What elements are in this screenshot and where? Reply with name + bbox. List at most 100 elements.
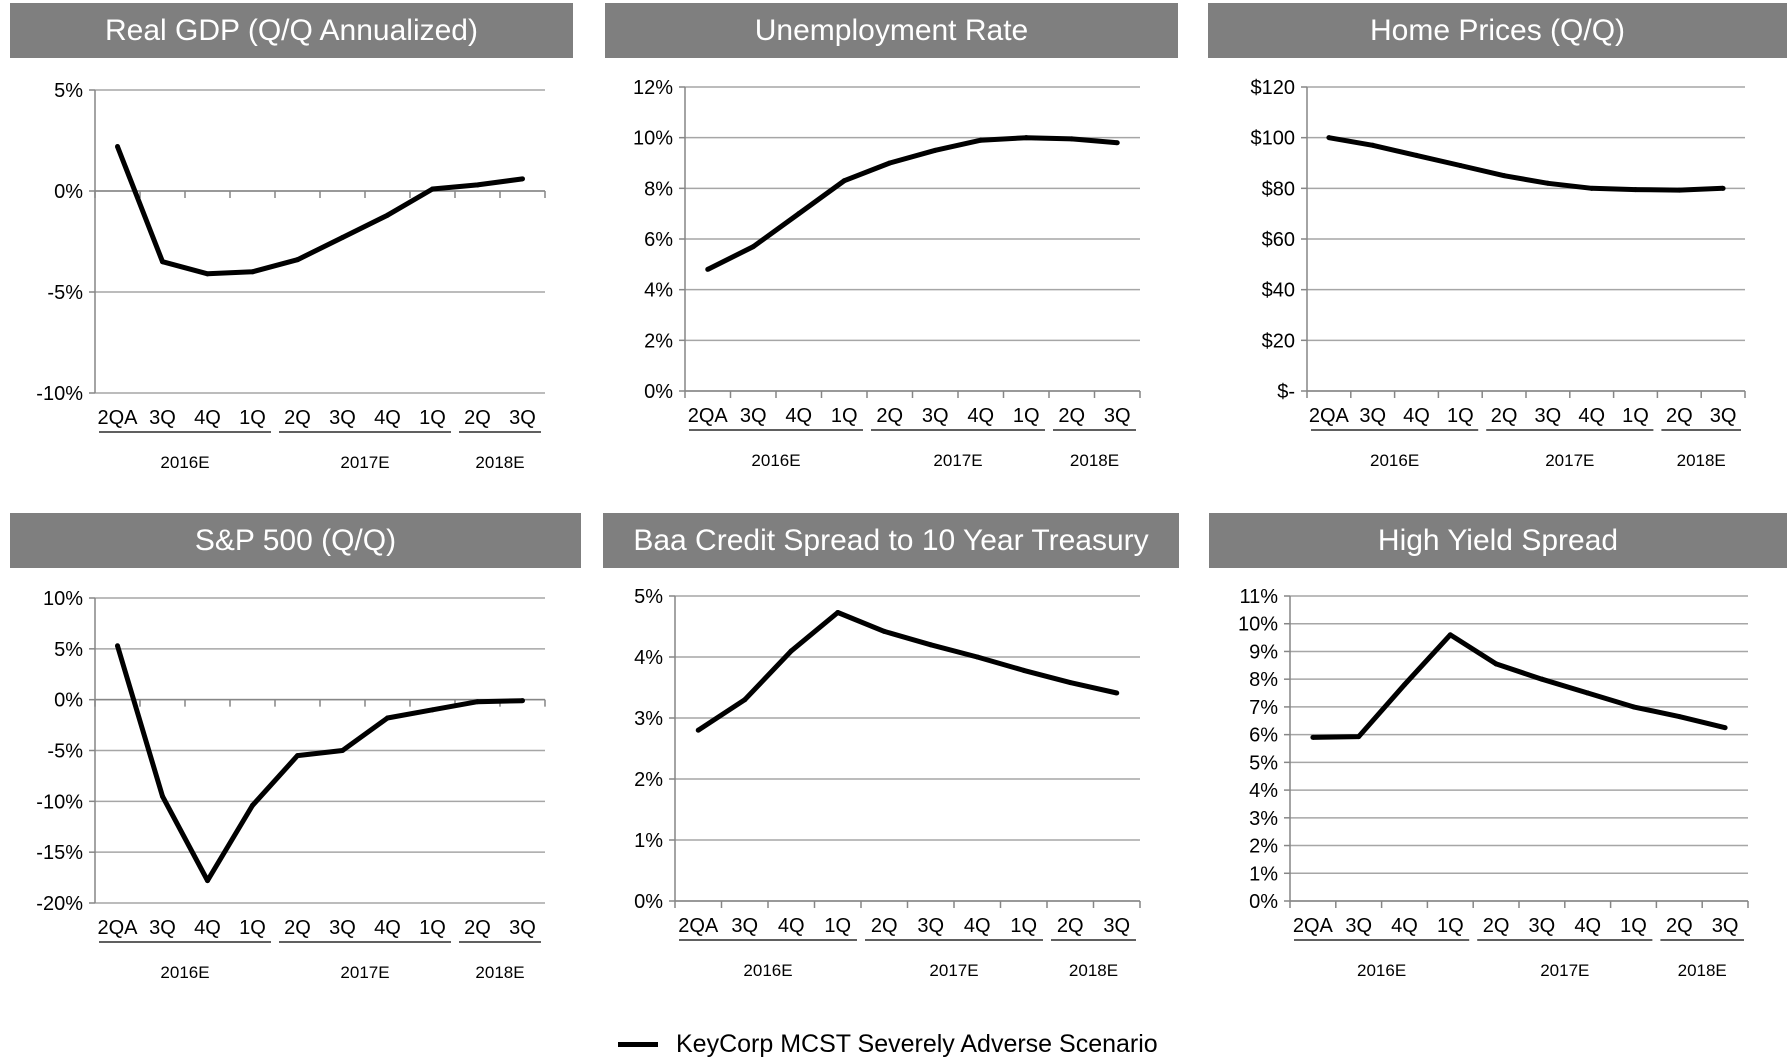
y-tick-label: 1% bbox=[634, 830, 663, 852]
chart-title: S&P 500 (Q/Q) bbox=[10, 513, 581, 568]
y-tick-label: -20% bbox=[36, 893, 83, 915]
y-tick-label: 11% bbox=[1239, 586, 1278, 608]
data-point bbox=[1585, 690, 1591, 696]
data-point bbox=[475, 182, 480, 188]
x-tick-label: 4Q bbox=[778, 915, 805, 937]
x-tick-label: 2Q bbox=[1057, 915, 1084, 937]
data-point bbox=[1114, 690, 1120, 696]
x-tick-label: 2Q bbox=[464, 407, 491, 429]
x-tick-label: 2Q bbox=[1666, 915, 1693, 937]
y-tick-label: 5% bbox=[634, 586, 663, 608]
x-tick-label: 2Q bbox=[1058, 405, 1085, 427]
x-tick-label: 2Q bbox=[871, 915, 898, 937]
data-point bbox=[385, 212, 390, 218]
data-point bbox=[1402, 682, 1407, 688]
y-tick-label: 10% bbox=[43, 588, 83, 610]
year-group-label: 2016E bbox=[160, 963, 209, 982]
y-tick-label: 7% bbox=[1249, 697, 1278, 719]
year-group-label: 2017E bbox=[1545, 451, 1594, 470]
x-tick-label: 2Q bbox=[1491, 405, 1518, 427]
x-tick-label: 2QA bbox=[97, 407, 138, 429]
series-line bbox=[1328, 135, 1724, 193]
year-group-label: 2017E bbox=[340, 963, 389, 982]
x-tick-label: 2Q bbox=[876, 405, 903, 427]
x-tick-label: 3Q bbox=[329, 917, 356, 939]
x-tick-label: 1Q bbox=[1447, 405, 1474, 427]
y-tick-label: 12% bbox=[633, 77, 673, 99]
data-point bbox=[788, 648, 794, 654]
data-point bbox=[520, 698, 525, 704]
legend: KeyCorp MCST Severely Adverse Scenario bbox=[618, 1028, 1158, 1060]
year-group-label: 2017E bbox=[933, 451, 982, 470]
data-point bbox=[1493, 661, 1499, 667]
x-tick-label: 3Q bbox=[1359, 405, 1386, 427]
data-point bbox=[695, 727, 701, 733]
series-line bbox=[115, 645, 523, 884]
x-tick-label: 1Q bbox=[1013, 405, 1040, 427]
x-tick-label: 4Q bbox=[1578, 405, 1605, 427]
x-tick-label: 4Q bbox=[1574, 915, 1601, 937]
year-group-label: 2016E bbox=[751, 451, 800, 470]
data-point bbox=[250, 269, 255, 275]
y-tick-label: 10% bbox=[1238, 614, 1278, 636]
year-group-label: 2016E bbox=[743, 961, 792, 980]
legend-line-swatch bbox=[618, 1041, 658, 1047]
year-group-label: 2018E bbox=[1069, 961, 1118, 980]
data-point bbox=[1501, 173, 1507, 179]
data-point bbox=[1545, 180, 1551, 186]
x-tick-label: 1Q bbox=[1620, 915, 1647, 937]
data-point bbox=[932, 147, 938, 153]
x-tick-label: 4Q bbox=[374, 917, 401, 939]
x-tick-label: 2QA bbox=[678, 915, 719, 937]
x-tick-label: 1Q bbox=[419, 407, 446, 429]
chart-title: High Yield Spread bbox=[1209, 513, 1787, 568]
data-point bbox=[796, 211, 802, 217]
x-tick-label: 4Q bbox=[967, 405, 994, 427]
chart-title: Baa Credit Spread to 10 Year Treasury bbox=[603, 513, 1179, 568]
x-tick-label: 3Q bbox=[922, 405, 949, 427]
x-tick-label: 4Q bbox=[194, 407, 221, 429]
chart-title: Unemployment Rate bbox=[605, 3, 1178, 58]
x-tick-label: 3Q bbox=[917, 915, 944, 937]
data-point bbox=[295, 753, 300, 759]
x-tick-label: 3Q bbox=[740, 405, 767, 427]
y-tick-label: 0% bbox=[54, 181, 83, 203]
x-tick-label: 4Q bbox=[194, 917, 221, 939]
y-tick-label: 0% bbox=[634, 891, 663, 913]
data-point bbox=[978, 137, 984, 143]
data-point bbox=[475, 699, 480, 705]
data-point bbox=[1722, 725, 1728, 731]
y-tick-label: 4% bbox=[1249, 780, 1278, 802]
x-tick-label: 3Q bbox=[509, 917, 536, 939]
data-point bbox=[160, 793, 165, 799]
x-tick-label: 3Q bbox=[149, 917, 176, 939]
series-line bbox=[1312, 632, 1726, 740]
x-tick-label: 2Q bbox=[1483, 915, 1510, 937]
x-tick-label: 3Q bbox=[329, 407, 356, 429]
data-point bbox=[1114, 140, 1120, 146]
year-group-label: 2018E bbox=[1070, 451, 1119, 470]
y-tick-label: 0% bbox=[54, 690, 83, 712]
x-tick-label: 1Q bbox=[1622, 405, 1649, 427]
data-point bbox=[1067, 680, 1073, 686]
y-tick-label: 3% bbox=[1249, 808, 1278, 830]
data-point bbox=[1356, 734, 1362, 740]
y-tick-label: -10% bbox=[36, 383, 83, 405]
y-tick-label: $60 bbox=[1262, 229, 1295, 251]
y-tick-label: $- bbox=[1277, 381, 1295, 403]
year-group-label: 2018E bbox=[1678, 961, 1727, 980]
data-point bbox=[1589, 185, 1595, 191]
y-tick-label: -15% bbox=[36, 842, 83, 864]
data-point bbox=[1370, 142, 1376, 148]
y-tick-label: $120 bbox=[1251, 77, 1296, 99]
series-line bbox=[696, 610, 1118, 733]
y-tick-label: -5% bbox=[47, 741, 83, 763]
x-tick-label: 3Q bbox=[1104, 405, 1131, 427]
x-tick-label: 2QA bbox=[688, 405, 729, 427]
y-tick-label: 10% bbox=[633, 128, 673, 150]
x-tick-label: 1Q bbox=[831, 405, 858, 427]
y-tick-label: 8% bbox=[1249, 669, 1278, 691]
